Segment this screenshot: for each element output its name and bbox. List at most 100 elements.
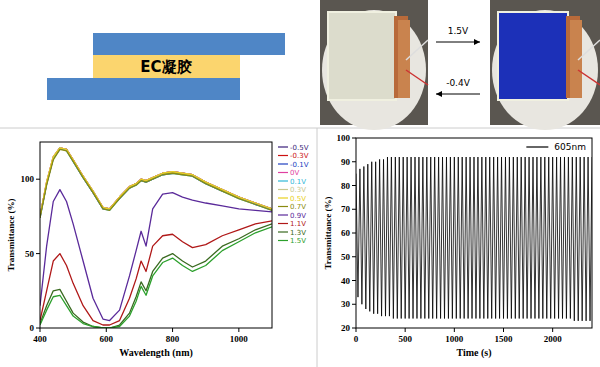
legend-label: 1.5V <box>290 237 306 245</box>
tick-label: 2000 <box>544 334 563 344</box>
legend-label: 0.1V <box>290 178 306 186</box>
legend-label: -0.5V <box>290 144 309 152</box>
tick <box>352 233 356 234</box>
series-line <box>40 224 272 328</box>
wire <box>578 40 600 60</box>
series-line <box>40 148 272 216</box>
legend-swatch <box>278 172 288 173</box>
tick <box>36 253 40 254</box>
chart: 05001000150020002030405060708090100Time … <box>323 133 592 359</box>
tick-label: 600 <box>100 334 114 344</box>
tick <box>352 185 356 186</box>
plot-area <box>40 148 272 328</box>
legend-swatch <box>278 240 288 241</box>
series-line <box>40 148 272 216</box>
wire <box>406 40 428 60</box>
legend-label: 0.9V <box>290 212 306 220</box>
separator <box>0 128 600 129</box>
dish <box>492 10 598 130</box>
tick <box>352 304 356 305</box>
legend-label: 0.7V <box>290 203 306 211</box>
tick <box>352 328 356 329</box>
electrode-bottom <box>47 78 240 100</box>
background <box>0 0 600 367</box>
photos: 1.5V -0.4V <box>320 0 600 130</box>
tick-label: 40 <box>341 276 351 286</box>
tick <box>40 328 41 332</box>
axis-title: Time (s) <box>456 347 491 359</box>
axis-title: Transmittance (%) <box>323 196 333 269</box>
legend-swatch <box>278 206 288 207</box>
tick-label: 90 <box>341 157 351 167</box>
tick <box>352 138 356 139</box>
tick <box>352 280 356 281</box>
chart: 400 600 800 1000 0 50 100 Wavelength (nm) Transm… <box>6 142 309 359</box>
device <box>498 12 568 100</box>
series-line <box>40 227 272 328</box>
arrow <box>436 42 480 43</box>
axis-title: Wavelength (nm) <box>119 347 193 359</box>
legend-label: -0.1V <box>290 161 309 169</box>
tick-label: 0 <box>354 334 359 344</box>
legend-swatch <box>278 197 288 198</box>
device-schematic: EC凝胶 <box>47 33 285 100</box>
legend-label: 0V <box>290 169 299 177</box>
device <box>328 12 396 100</box>
tick <box>356 328 357 332</box>
dish <box>322 10 426 130</box>
series-line <box>40 148 272 216</box>
tick-label: 70 <box>341 204 351 214</box>
tick-label: 80 <box>341 181 351 191</box>
tick-label: 1500 <box>495 334 514 344</box>
tick-label: 50 <box>341 252 351 262</box>
legend-swatch <box>278 180 288 181</box>
tick <box>405 328 406 332</box>
separator <box>317 128 318 367</box>
legend-label: 605nm <box>554 142 586 152</box>
axis-title: Transmittance (%) <box>6 198 16 271</box>
tick <box>238 328 239 332</box>
legend-swatch <box>278 231 288 232</box>
plot-frame <box>356 138 592 328</box>
wire <box>406 70 428 85</box>
legend-swatch <box>278 189 288 190</box>
legend-label: 0.5V <box>290 195 306 203</box>
tick <box>454 328 455 332</box>
tick-label: 60 <box>341 228 351 238</box>
tick <box>352 209 356 210</box>
legend-label: 1.1V <box>290 220 306 228</box>
legend-swatch <box>526 146 548 147</box>
tick <box>36 179 40 180</box>
tick-label: 400 <box>33 334 47 344</box>
electrode-top <box>93 33 285 55</box>
wire <box>578 70 600 85</box>
tick-label: 30 <box>341 299 351 309</box>
legend-swatch <box>278 214 288 215</box>
legend-label: -0.3V <box>290 152 309 160</box>
legend-swatch <box>278 223 288 224</box>
arrow <box>436 94 480 95</box>
series-line <box>40 190 272 321</box>
legend-swatch <box>278 146 288 147</box>
tick-label: 50 <box>25 249 35 259</box>
tick-label: 100 <box>21 174 35 184</box>
tick <box>352 161 356 162</box>
legend-swatch <box>278 155 288 156</box>
tick <box>172 328 173 332</box>
voltage-label: -0.4V <box>446 78 471 88</box>
tick-label: 0 <box>30 323 35 333</box>
tick-label: 1000 <box>230 334 249 344</box>
series-line <box>356 157 592 321</box>
plot-area <box>356 157 592 321</box>
legend-label: 0.3V <box>290 186 306 194</box>
plot-frame <box>40 142 272 328</box>
tick <box>36 328 40 329</box>
tick-label: 20 <box>341 323 351 333</box>
voltage-label: 1.5V <box>448 26 469 36</box>
tick-label: 800 <box>166 334 180 344</box>
gel-label: EC凝胶 <box>140 58 191 76</box>
arrow-head <box>436 91 442 97</box>
tick <box>106 328 107 332</box>
series-line <box>40 148 272 218</box>
tick-label: 500 <box>398 334 412 344</box>
